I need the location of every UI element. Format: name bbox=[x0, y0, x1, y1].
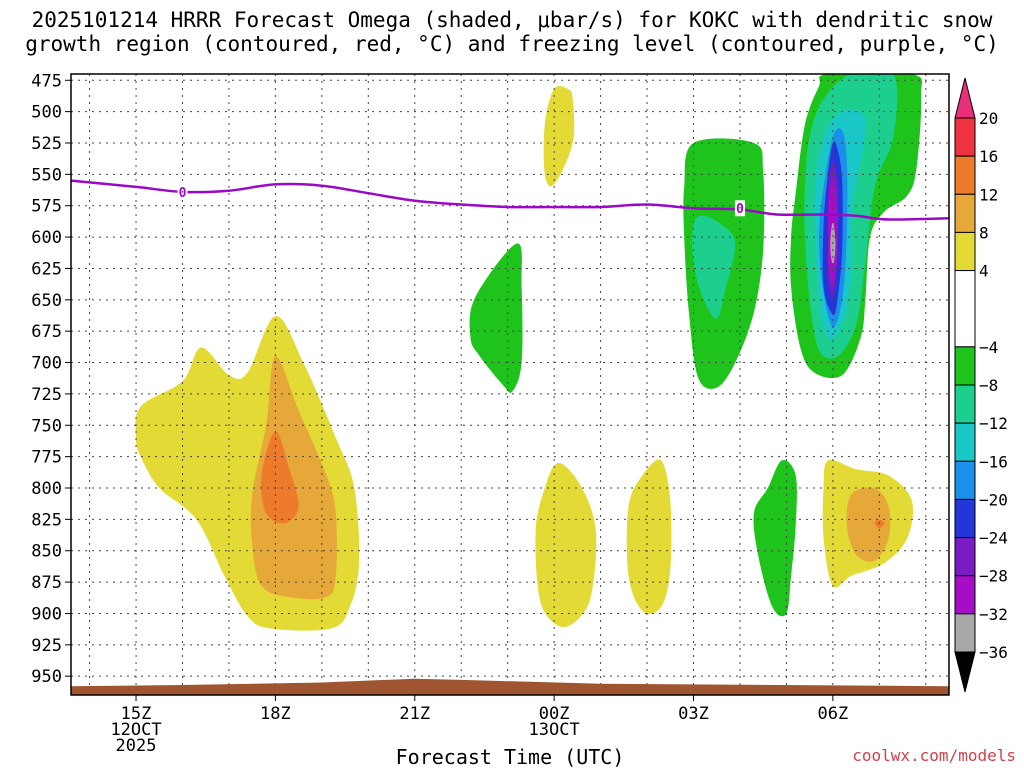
chart-title-line-2: growth region (contoured, red, °C) and f… bbox=[25, 32, 999, 56]
colorbar-label: 20 bbox=[979, 109, 998, 128]
omega-region-8 bbox=[250, 356, 337, 600]
plot-frame bbox=[70, 73, 950, 696]
y-tick-label: 525 bbox=[31, 134, 62, 154]
y-tick-label: 850 bbox=[31, 542, 62, 562]
colorbar-bin bbox=[954, 155, 976, 195]
colorbar-bin bbox=[954, 117, 976, 157]
y-tick-label: 825 bbox=[31, 510, 62, 530]
x-axis-label: Forecast Time (UTC) bbox=[396, 745, 625, 768]
colorbar-bin bbox=[954, 498, 976, 539]
colorbar-bin bbox=[954, 231, 976, 272]
colorbar-bin bbox=[954, 384, 976, 424]
y-tick-label: 575 bbox=[31, 197, 62, 217]
x-tick-label: 03Z bbox=[678, 704, 709, 724]
y-tick-label: 775 bbox=[31, 448, 62, 468]
x-tick-label: 2025 bbox=[116, 736, 157, 756]
x-tick-label: 06Z bbox=[818, 704, 849, 724]
y-tick-label: 725 bbox=[31, 385, 62, 405]
freezing-level-label-bg bbox=[177, 183, 188, 200]
freezing-level-label: 0 bbox=[179, 186, 187, 201]
y-tick-label: 650 bbox=[31, 291, 62, 311]
y-axis-ticks: 475 500 525 550 575 600 625 650 675 700 725 750 775 8… bbox=[31, 71, 71, 687]
colorbar-label: −16 bbox=[979, 452, 1008, 471]
freezing-level-line bbox=[71, 179, 949, 221]
x-tick-label: 00Z bbox=[539, 704, 570, 724]
colorbar-bin bbox=[954, 460, 976, 500]
y-tick-label: 700 bbox=[31, 354, 62, 374]
colorbar-bin bbox=[954, 575, 976, 615]
x-tick-label: 18Z bbox=[260, 704, 291, 724]
y-tick-label: 750 bbox=[31, 416, 62, 436]
y-tick-label: 900 bbox=[31, 604, 62, 624]
colorbar-bottom-triangle bbox=[954, 651, 976, 693]
colorbar-bin bbox=[954, 270, 976, 348]
x-tick-label: 12OCT bbox=[110, 720, 161, 740]
omega-region-4 bbox=[543, 86, 575, 187]
colorbar-bin bbox=[954, 193, 976, 233]
colorbar-bin bbox=[954, 613, 976, 653]
omega-region-4 bbox=[535, 462, 597, 628]
omega-region-neg4 bbox=[753, 459, 797, 617]
colorbar-label: −8 bbox=[979, 376, 998, 395]
colorbar-label: 8 bbox=[979, 223, 989, 242]
colorbar-label: 16 bbox=[979, 147, 998, 166]
colorbar: 20 16 12 8 4 −4 −8 −12 −16 −20 −24 −28 −32 −36 bbox=[954, 77, 1008, 693]
credit-text: coolwx.com/models bbox=[852, 746, 1016, 765]
colorbar-label: −36 bbox=[979, 643, 1008, 662]
freezing-level-label: 0 bbox=[736, 202, 744, 217]
terrain-layer bbox=[71, 678, 949, 695]
chart-title-line-1: 2025101214 HRRR Forecast Omega (shaded, … bbox=[32, 8, 993, 32]
x-tick-label: 13OCT bbox=[529, 720, 580, 740]
y-tick-label: 675 bbox=[31, 322, 62, 342]
colorbar-bin bbox=[954, 346, 976, 386]
y-tick-label: 600 bbox=[31, 228, 62, 248]
y-tick-label: 625 bbox=[31, 259, 62, 279]
colorbar-label: −28 bbox=[979, 567, 1008, 586]
y-tick-label: 550 bbox=[31, 165, 62, 185]
x-tick-label: 21Z bbox=[399, 704, 430, 724]
colorbar-label: −20 bbox=[979, 490, 1008, 509]
colorbar-label: −24 bbox=[979, 529, 1008, 548]
y-tick-label: 925 bbox=[31, 636, 62, 656]
colorbar-label: 4 bbox=[979, 262, 989, 281]
colorbar-bin bbox=[954, 537, 976, 577]
y-tick-label: 950 bbox=[31, 667, 62, 687]
x-tick-label: 15Z bbox=[121, 704, 152, 724]
omega-region-4 bbox=[626, 459, 672, 614]
y-tick-label: 800 bbox=[31, 479, 62, 499]
omega-region-neg4 bbox=[469, 243, 523, 393]
freezing-level-layer: 00 bbox=[71, 179, 949, 221]
colorbar-label: −32 bbox=[979, 605, 1008, 624]
y-tick-label: 875 bbox=[31, 573, 62, 593]
colorbar-bin bbox=[954, 422, 976, 462]
colorbar-top-triangle bbox=[954, 77, 976, 119]
colorbar-label: 12 bbox=[979, 185, 998, 204]
y-tick-label: 500 bbox=[31, 103, 62, 123]
y-tick-label: 475 bbox=[31, 71, 62, 91]
omega-region-neg8 bbox=[692, 215, 736, 319]
freezing-level-label-bg bbox=[734, 200, 745, 217]
colorbar-label: −4 bbox=[979, 338, 998, 357]
omega-region-12 bbox=[260, 431, 299, 524]
terrain-fill bbox=[71, 678, 949, 695]
colorbar-label: −12 bbox=[979, 414, 1008, 433]
